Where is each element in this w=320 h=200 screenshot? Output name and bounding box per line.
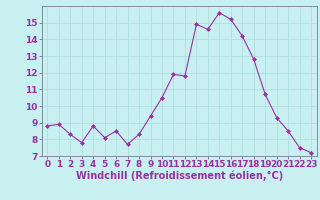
- X-axis label: Windchill (Refroidissement éolien,°C): Windchill (Refroidissement éolien,°C): [76, 171, 283, 181]
